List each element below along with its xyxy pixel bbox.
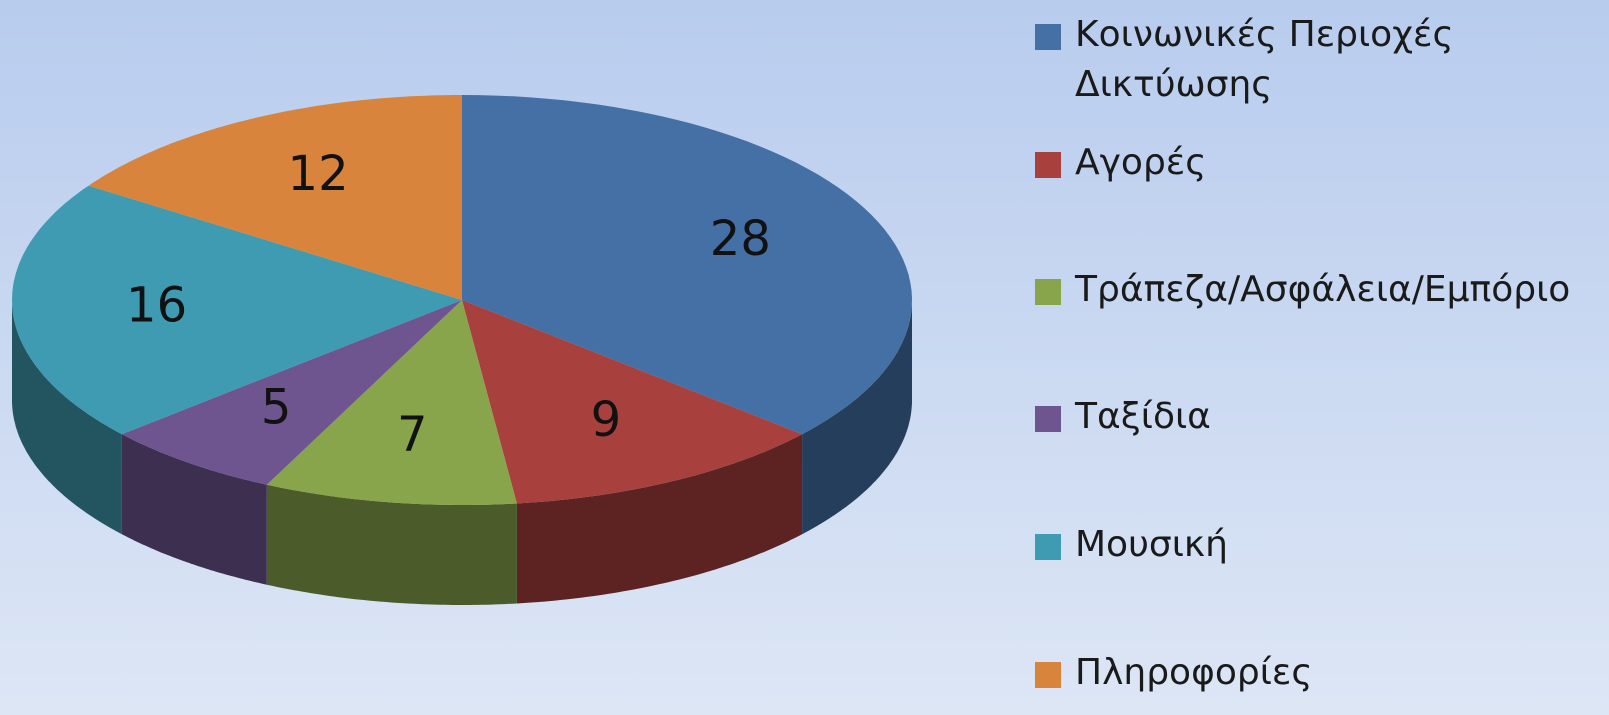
legend: Κοινωνικές Περιοχές Δικτύωσης Αγορές Τράπε… [1035,0,1605,715]
slice-side [802,300,912,535]
slice [266,300,517,505]
data-label: 28 [710,211,771,267]
legend-label: Αγορές [1075,142,1207,183]
legend-label: Ταξίδια [1075,396,1211,437]
data-label: 12 [288,146,349,202]
slice-side [121,434,267,585]
legend-swatch [1035,534,1061,560]
legend-label: Κοινωνικές Περιοχές Δικτύωσης [1075,14,1454,105]
slice [121,300,463,485]
data-label: 16 [126,278,187,334]
legend-swatch [1035,406,1061,432]
data-label: 9 [591,392,622,448]
legend-label: Μουσική [1075,524,1228,565]
slice [462,300,803,504]
slice-side [12,300,122,535]
chart: 28 9 7 5 16 12 [12,95,912,605]
slice [88,95,462,300]
legend-swatch [1035,24,1061,50]
slice [462,95,912,435]
slice-side [266,484,517,605]
legend-label: Πληροφορίες [1075,652,1313,693]
legend-swatch [1035,662,1061,688]
slice [12,185,462,435]
data-label: 7 [397,407,428,463]
legend-label: Τράπεζα/Ασφάλεια/Εμπόριο [1075,269,1571,310]
legend-swatch [1035,152,1061,178]
legend-swatch [1035,279,1061,305]
slice-side [516,434,803,604]
data-label: 5 [261,380,292,436]
